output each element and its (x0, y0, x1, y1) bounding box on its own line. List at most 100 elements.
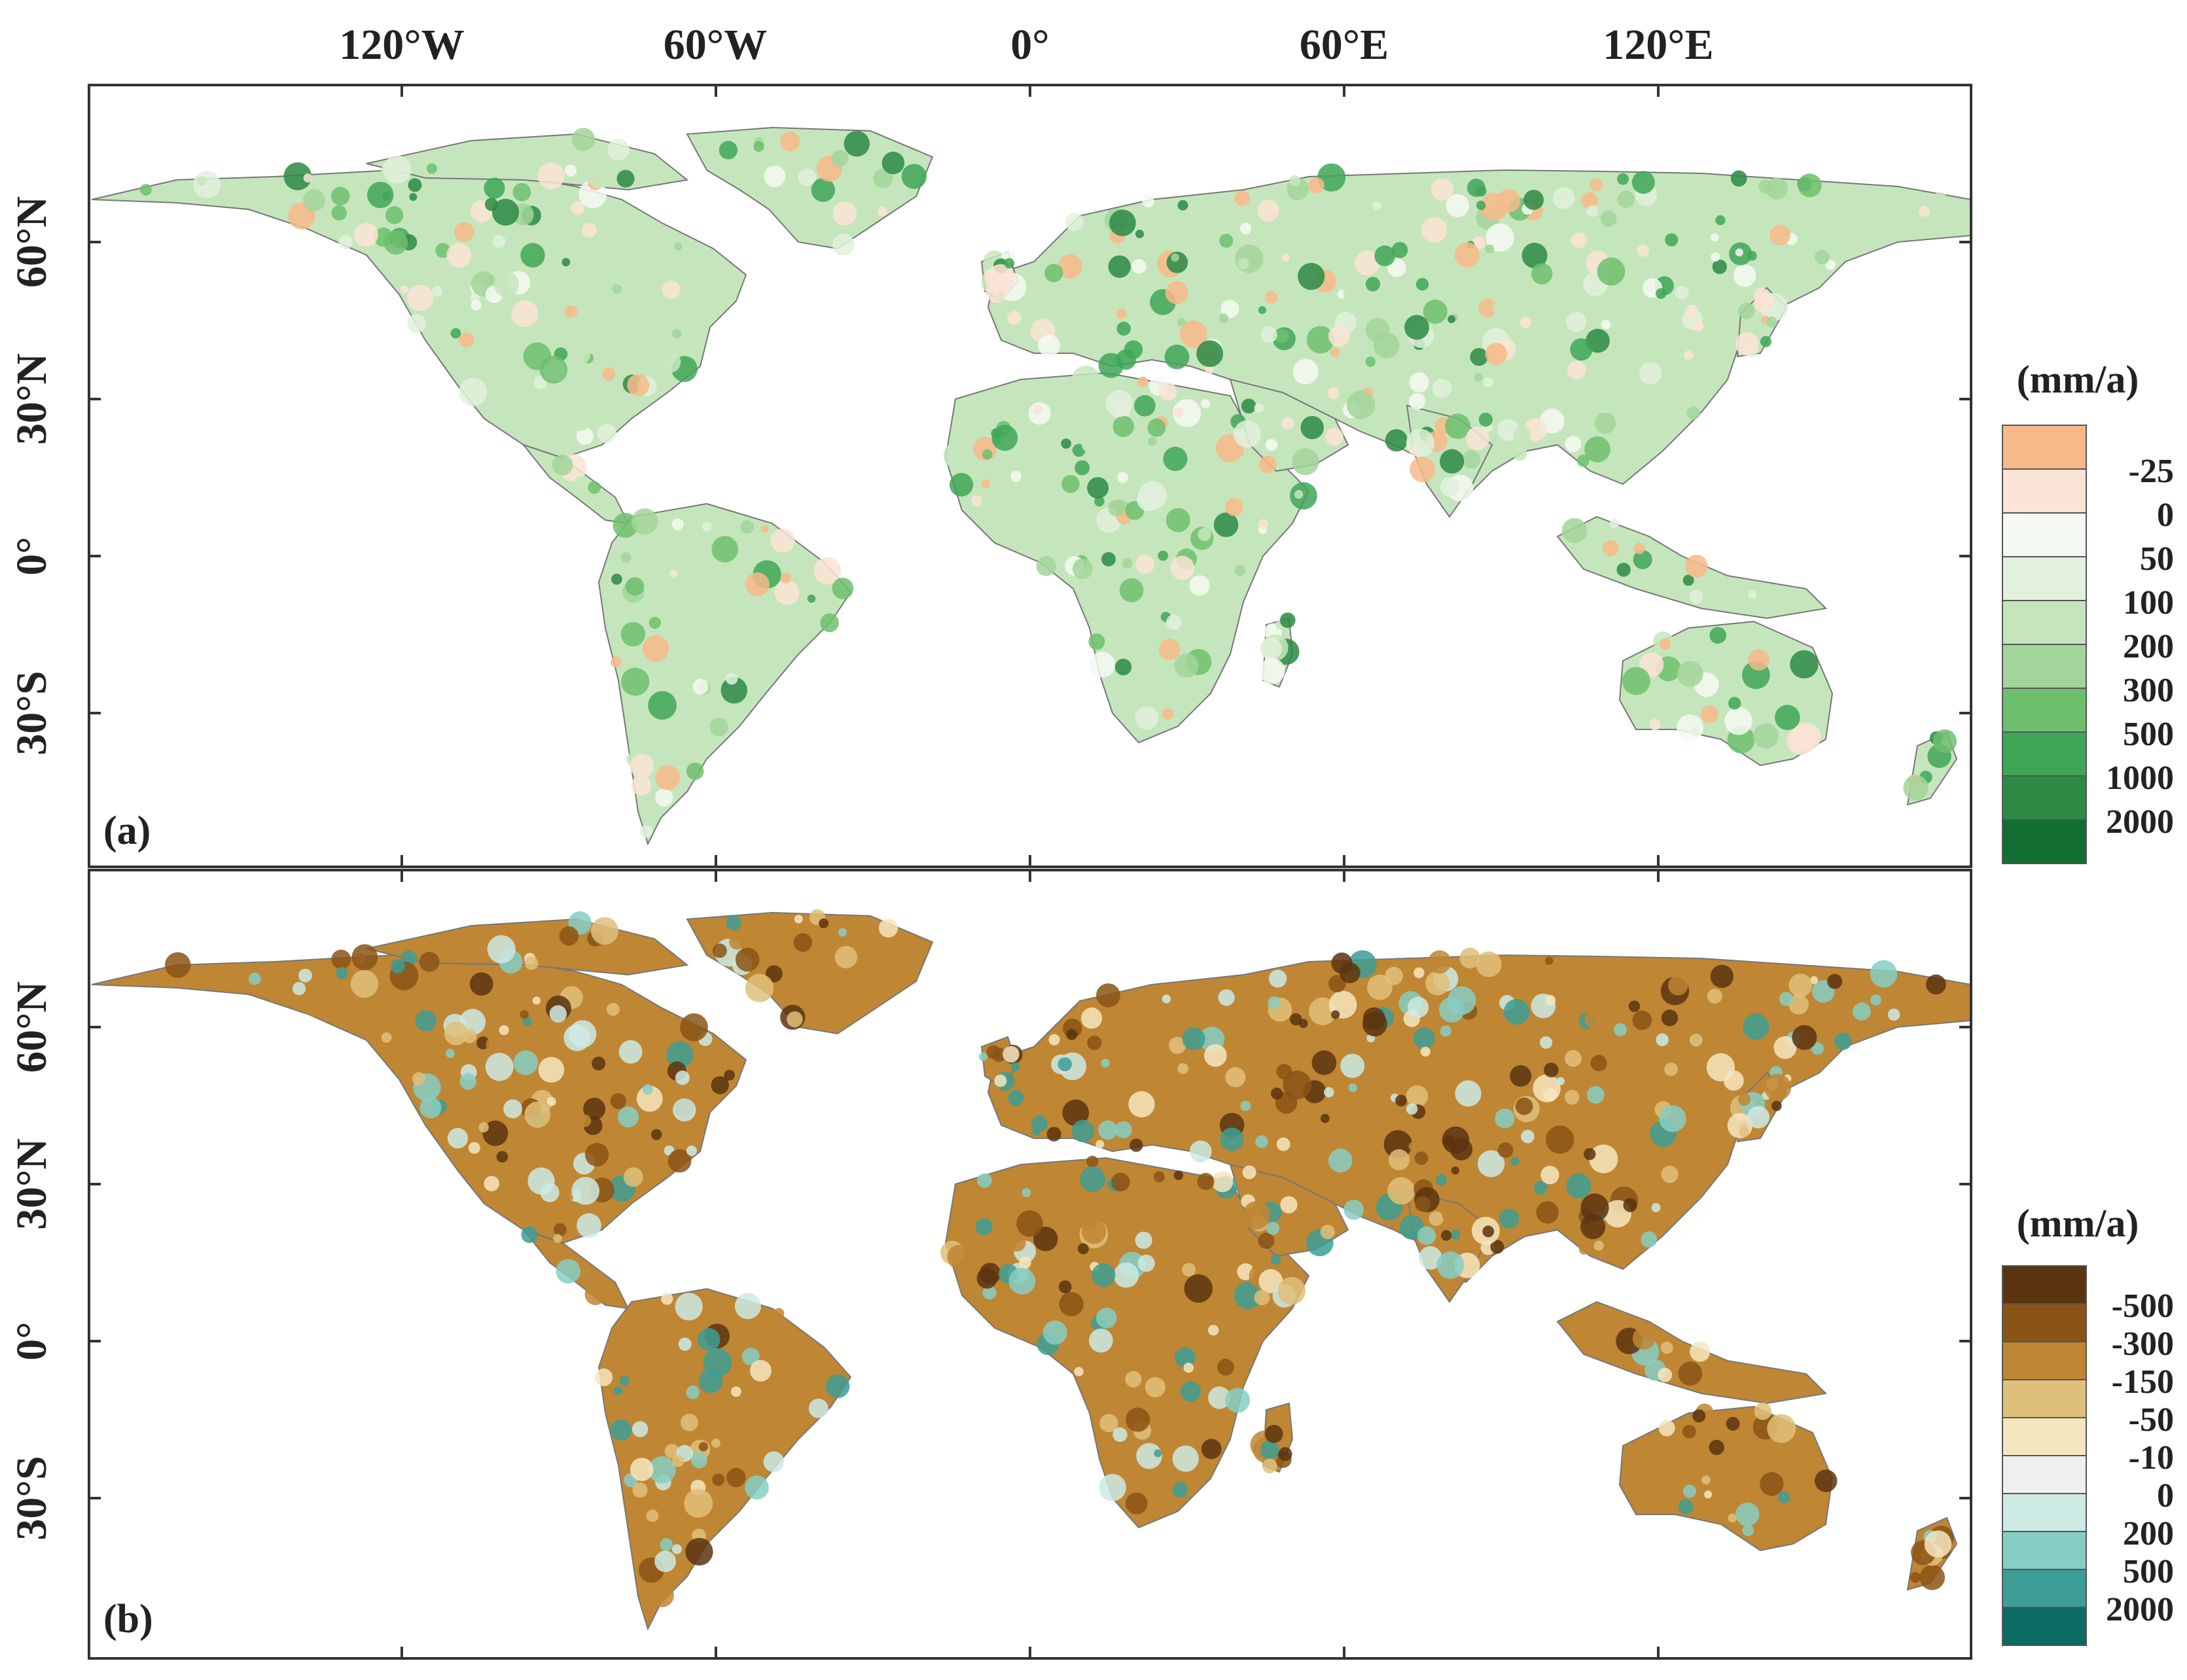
map-speckle (986, 1045, 1001, 1059)
map-speckle (585, 1143, 609, 1167)
map-speckle (1177, 1063, 1188, 1074)
map-speckle (1198, 527, 1211, 541)
map-speckle (1137, 487, 1160, 512)
map-speckle (499, 400, 516, 418)
map-speckle (1556, 1077, 1565, 1085)
map-speckle (1170, 555, 1195, 580)
map-speckle (1033, 534, 1046, 548)
map-speckle (1413, 1027, 1435, 1049)
map-speckle (578, 1114, 592, 1127)
lat-label-60n-a: 60°N (8, 196, 56, 288)
map-speckle (844, 131, 870, 157)
map-speckle (1436, 1251, 1465, 1279)
map-speckle (1077, 330, 1105, 358)
map-speckle (779, 131, 800, 152)
map-speckle (631, 1522, 645, 1537)
map-speckle (1482, 1225, 1495, 1238)
map-speckle (1328, 975, 1346, 992)
map-speckle (1771, 1100, 1782, 1111)
map-speckle (1584, 1147, 1596, 1161)
map-speckle (1798, 173, 1822, 198)
map-speckle (1735, 1502, 1760, 1526)
map-speckle (1219, 234, 1234, 248)
map-speckle (1623, 1198, 1637, 1212)
map-speckle (1678, 1499, 1694, 1514)
map-speckle (1008, 1090, 1024, 1106)
map-speckle (1440, 1230, 1452, 1241)
map-speckle (524, 1101, 551, 1128)
map-speckle (1277, 1276, 1306, 1305)
map-speckle (1767, 1414, 1796, 1443)
map-speckle (445, 1048, 455, 1059)
map-speckle (446, 243, 472, 268)
map-speckle (1218, 989, 1235, 1006)
map-speckle (1213, 512, 1239, 537)
map-speckle (459, 332, 474, 348)
map-speckle (1715, 215, 1726, 226)
map-speckle (664, 1443, 679, 1459)
map-speckle (1242, 1201, 1271, 1230)
legend-swatch (2002, 775, 2087, 820)
map-speckle (820, 613, 839, 633)
map-speckle (1910, 1571, 1921, 1583)
map-speckle (755, 923, 768, 936)
map-speckle (1258, 1233, 1275, 1250)
map-speckle (1197, 1172, 1215, 1191)
map-speckle (832, 234, 855, 256)
map-speckle (588, 481, 601, 494)
map-speckle (1189, 1140, 1212, 1163)
map-speckle (1692, 1409, 1706, 1423)
map-speckle (1467, 179, 1485, 198)
map-speckle (1165, 281, 1188, 305)
map-speckle (513, 1050, 539, 1076)
map-speckle (1647, 1160, 1660, 1174)
map-speckle (1116, 308, 1127, 319)
map-speckle (1417, 1226, 1436, 1245)
map-speckle (1203, 1006, 1224, 1026)
map-speckle (336, 967, 348, 979)
map-speckle (560, 1187, 575, 1202)
map-speckle (503, 1099, 523, 1119)
map-speckle (1523, 362, 1539, 377)
map-speckle (1340, 962, 1360, 983)
map-speckle (1007, 311, 1022, 325)
map-speckle (559, 926, 579, 946)
map-speckle (1446, 194, 1469, 218)
map-speckle (1008, 1267, 1036, 1295)
map-speckle (1048, 1034, 1060, 1045)
map-speckle (1675, 286, 1689, 300)
map-speckle (1004, 258, 1015, 269)
map-speckle (1265, 438, 1278, 451)
map-speckle (1080, 1007, 1103, 1029)
map-speckle (1711, 233, 1719, 241)
map-speckle (1033, 405, 1042, 414)
map-speckle (1116, 321, 1131, 336)
map-speckle (1114, 1121, 1132, 1139)
map-speckle (351, 944, 378, 971)
map-speckle (1135, 706, 1159, 730)
map-speckle (1165, 508, 1190, 533)
map-speckle (1593, 1240, 1604, 1251)
map-speckle (711, 1439, 720, 1448)
map-speckle (680, 1413, 698, 1431)
map-speckle (1656, 288, 1667, 299)
map-speckle (1580, 1214, 1606, 1240)
map-speckle (522, 1016, 533, 1026)
map-speckle (1827, 973, 1843, 989)
map-speckle (982, 1286, 997, 1300)
map-speckle (1700, 705, 1719, 724)
map-speckle (1092, 1263, 1116, 1287)
map-speckle (1173, 1170, 1184, 1180)
lat-label-60n-b: 60°N (8, 981, 56, 1073)
map-speckle (610, 656, 622, 668)
map-speckle (459, 1073, 477, 1091)
map-speckle (1919, 206, 1930, 217)
map-speckle (1421, 217, 1448, 243)
map-speckle (409, 192, 418, 201)
panel-b-texture (165, 909, 1954, 1607)
legend-tick-label: -25 (2129, 453, 2174, 490)
map-speckle (1903, 775, 1929, 801)
map-speckle (1690, 1341, 1711, 1362)
map-speckle (709, 717, 728, 737)
map-speckle (1761, 1446, 1783, 1468)
